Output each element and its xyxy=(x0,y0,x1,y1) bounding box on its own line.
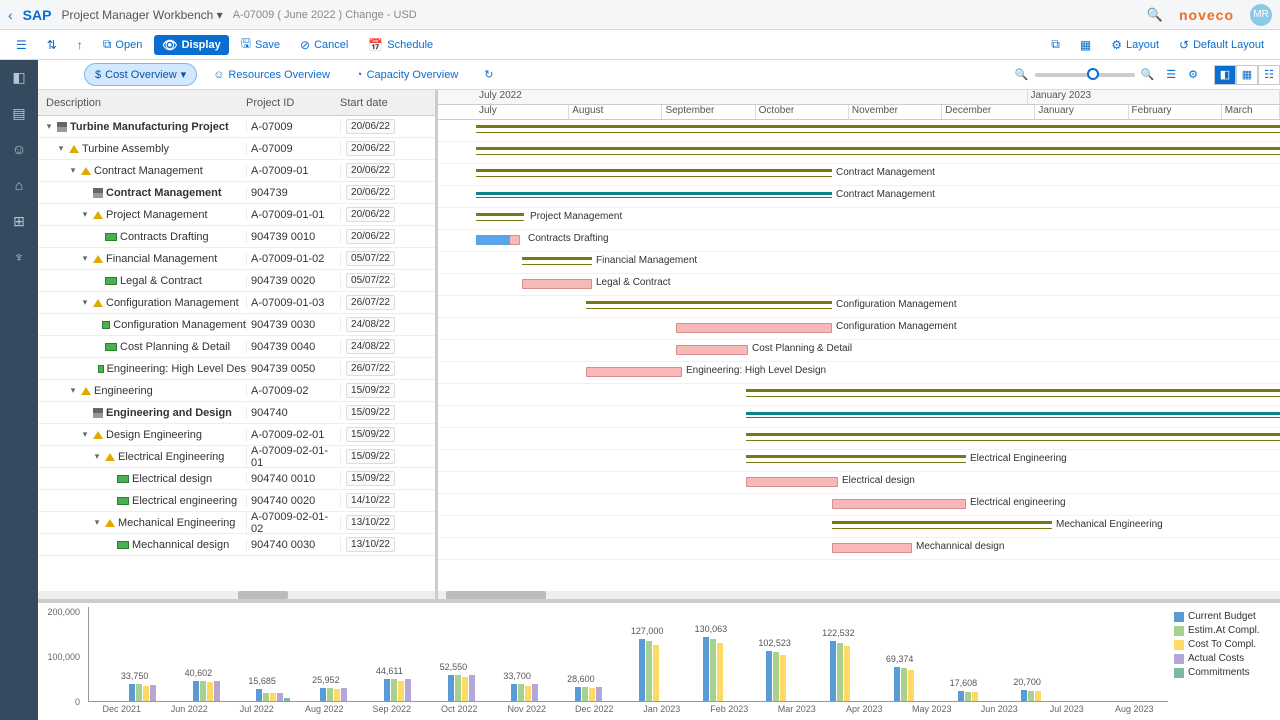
tree-row[interactable]: ▾Project ManagementA-07009-01-0120/06/22 xyxy=(38,204,435,226)
gantt-chart[interactable]: July 2022January 2023 JulyAugustSeptembe… xyxy=(438,90,1280,599)
s sort-button[interactable]: ⇅ xyxy=(39,35,65,55)
settings-icon[interactable]: ⚙ xyxy=(1188,68,1198,81)
zoom-in-icon[interactable]: 🔍 xyxy=(1141,68,1155,81)
tree-row[interactable]: Electrical design904740 001015/09/22 xyxy=(38,468,435,490)
rail-home-icon[interactable]: ⌂ xyxy=(8,174,30,196)
tree-row[interactable]: ▾Financial ManagementA-07009-01-0205/07/… xyxy=(38,248,435,270)
legend-item[interactable]: Current Budget xyxy=(1174,611,1274,622)
tab-refresh[interactable]: ↻ xyxy=(474,64,503,85)
display-button[interactable]: 👁Display xyxy=(154,35,228,55)
rail-calendar-icon[interactable]: ▤ xyxy=(8,102,30,124)
app-subtitle: A-07009 ( June 2022 ) Change - USD xyxy=(233,9,417,21)
rail-people-icon[interactable]: ☺ xyxy=(8,138,30,160)
rail-structure-icon[interactable]: ⊞ xyxy=(8,210,30,232)
copy-icon[interactable]: ⧉ xyxy=(1043,34,1068,55)
tab-cost-overview[interactable]: $Cost Overview▾ xyxy=(84,63,197,86)
tree-row[interactable]: Legal & Contract904739 002005/07/22 xyxy=(38,270,435,292)
cost-chart: 200,000100,0000 33,75040,60215,68525,952… xyxy=(38,600,1280,720)
sap-logo: SAP xyxy=(23,7,52,23)
up-button[interactable]: ↑ xyxy=(69,35,91,55)
tree-row[interactable]: Configuration Management904739 003024/08… xyxy=(38,314,435,336)
tree-row[interactable]: Cost Planning & Detail904739 004024/08/2… xyxy=(38,336,435,358)
brand-logo: noveco xyxy=(1179,7,1234,23)
view-tabs: $Cost Overview▾ ☺Resources Overview ◔Cap… xyxy=(38,60,1280,90)
rail-tree-icon[interactable]: ♆ xyxy=(8,246,30,268)
grid-icon[interactable]: ▦ xyxy=(1072,35,1099,55)
wbs-tree: Description Project ID Start date ▾Turbi… xyxy=(38,90,438,599)
schedule-button[interactable]: 📅Schedule xyxy=(360,35,441,55)
tree-row[interactable]: ▾EngineeringA-07009-0215/09/22 xyxy=(38,380,435,402)
tree-row[interactable]: Engineering and Design90474015/09/22 xyxy=(38,402,435,424)
user-avatar[interactable]: MR xyxy=(1250,4,1272,26)
view-grid-icon[interactable]: ▦ xyxy=(1236,65,1258,85)
tree-row[interactable]: ▾Turbine AssemblyA-0700920/06/22 xyxy=(38,138,435,160)
zoom-slider[interactable] xyxy=(1035,73,1135,77)
list-icon[interactable]: ☰ xyxy=(1166,68,1176,81)
zoom-controls: 🔍 🔍 ☰ ⚙ xyxy=(1015,68,1198,81)
app-title[interactable]: Project Manager Workbench ▾ xyxy=(61,8,222,22)
default-layout-button[interactable]: ↺Default Layout xyxy=(1171,35,1272,55)
main-toolbar: ☰ ⇅ ↑ ⧉Open 👁Display 🖫Save ⊘Cancel 📅Sche… xyxy=(0,30,1280,60)
back-button[interactable]: ‹ xyxy=(8,7,13,23)
col-description[interactable]: Description xyxy=(38,97,246,109)
open-button[interactable]: ⧉Open xyxy=(95,34,151,55)
cancel-button[interactable]: ⊘Cancel xyxy=(292,35,356,55)
tab-resources-overview[interactable]: ☺Resources Overview xyxy=(203,65,340,85)
save-button[interactable]: 🖫Save xyxy=(233,31,288,58)
layout-button[interactable]: ⚙Layout xyxy=(1103,35,1167,55)
col-start-date[interactable]: Start date xyxy=(340,97,400,109)
menu-button[interactable]: ☰ xyxy=(8,35,35,55)
view-split-icon[interactable]: ◧ xyxy=(1214,65,1236,85)
tree-row[interactable]: Mechannical design904740 003013/10/22 xyxy=(38,534,435,556)
legend-item[interactable]: Estim.At Compl. xyxy=(1174,625,1274,636)
view-table-icon[interactable]: ☷ xyxy=(1258,65,1280,85)
tree-row[interactable]: Electrical engineering904740 002014/10/2… xyxy=(38,490,435,512)
tree-row[interactable]: Contract Management90473920/06/22 xyxy=(38,182,435,204)
tree-row[interactable]: ▾Configuration ManagementA-07009-01-0326… xyxy=(38,292,435,314)
zoom-out-icon[interactable]: 🔍 xyxy=(1015,68,1029,81)
legend-item[interactable]: Cost To Compl. xyxy=(1174,639,1274,650)
legend-item[interactable]: Commitments xyxy=(1174,667,1274,678)
col-project-id[interactable]: Project ID xyxy=(246,97,340,109)
tree-row[interactable]: ▾Contract ManagementA-07009-0120/06/22 xyxy=(38,160,435,182)
tree-row[interactable]: ▾Design EngineeringA-07009-02-0115/09/22 xyxy=(38,424,435,446)
shell-header: ‹ SAP Project Manager Workbench ▾ A-0700… xyxy=(0,0,1280,30)
search-icon[interactable]: 🔍 xyxy=(1147,7,1163,23)
tree-row[interactable]: Contracts Drafting904739 001020/06/22 xyxy=(38,226,435,248)
tab-capacity-overview[interactable]: ◔Capacity Overview xyxy=(346,65,468,85)
tree-row[interactable]: ▾Electrical EngineeringA-07009-02-01-011… xyxy=(38,446,435,468)
left-rail: ◧ ▤ ☺ ⌂ ⊞ ♆ xyxy=(0,60,38,720)
legend-item[interactable]: Actual Costs xyxy=(1174,653,1274,664)
tree-row[interactable]: ▾Turbine Manufacturing ProjectA-0700920/… xyxy=(38,116,435,138)
tree-row[interactable]: Engineering: High Level Des904739 005026… xyxy=(38,358,435,380)
tree-row[interactable]: ▾Mechanical EngineeringA-07009-02-01-021… xyxy=(38,512,435,534)
rail-chart-icon[interactable]: ◧ xyxy=(8,66,30,88)
